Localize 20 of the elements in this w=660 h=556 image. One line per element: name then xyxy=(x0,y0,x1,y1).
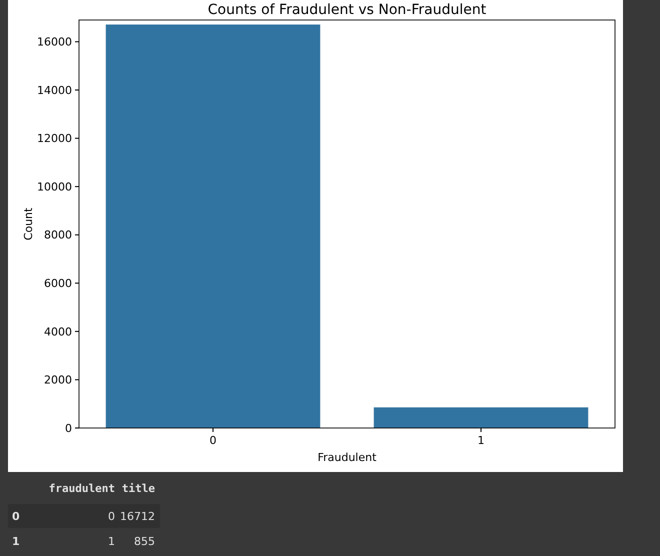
text: 855 xyxy=(134,534,155,548)
text: 1 xyxy=(12,534,20,548)
y-tick-label: 4000 xyxy=(44,325,72,338)
y-tick-label: 8000 xyxy=(44,228,72,242)
text: 16712 xyxy=(120,510,155,523)
y-tick-label: 10000 xyxy=(37,180,72,194)
text: 0 xyxy=(12,510,20,523)
x-axis-title: Fraudulent xyxy=(318,451,378,464)
text: title xyxy=(122,482,156,495)
y-tick-label: 0 xyxy=(65,422,72,435)
y-tick-label: 16000 xyxy=(37,36,72,49)
y-tick-label: 12000 xyxy=(37,132,72,146)
y-tick-label: 2000 xyxy=(44,374,72,387)
chart-title: Counts of Fraudulent vs Non-Fraudulent xyxy=(208,2,487,18)
y-axis-title: Count xyxy=(22,206,35,240)
text: fraudulent xyxy=(48,482,115,495)
text: 1 xyxy=(108,534,115,548)
y-tick-label: 14000 xyxy=(37,84,72,97)
y-tick-label: 6000 xyxy=(44,277,72,290)
text: 0 xyxy=(108,510,115,523)
